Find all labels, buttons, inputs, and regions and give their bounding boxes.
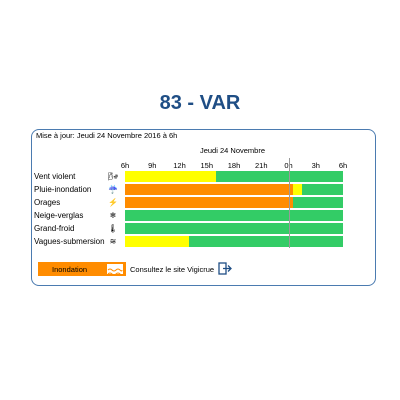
thermometer-icon: 🌡 xyxy=(107,223,119,233)
time-tick: 3h xyxy=(311,161,320,170)
vigicrue-link[interactable]: Consultez le site Vigicrue xyxy=(130,265,215,274)
vigilance-segment-green xyxy=(302,184,343,195)
row-label: Grand-froid xyxy=(34,224,75,233)
row-label: Pluie-inondation xyxy=(34,185,92,194)
wind-icon: 🌬 xyxy=(107,171,119,181)
time-tick: 18h xyxy=(227,161,241,170)
row-label: Vagues-submersion xyxy=(34,237,105,246)
legend-label: Inondation xyxy=(52,265,88,274)
time-tick: 6h xyxy=(338,161,348,170)
time-tick: 9h xyxy=(148,161,157,170)
vigilance-segment-orange xyxy=(125,197,294,208)
legend-swatch xyxy=(38,262,126,276)
time-tick: 15h xyxy=(200,161,213,170)
lightning-icon: ⚡ xyxy=(108,197,118,207)
external-link-icon[interactable] xyxy=(218,262,232,275)
time-tick: 12h xyxy=(173,161,186,170)
midnight-divider xyxy=(289,158,290,248)
row-label: Vent violent xyxy=(34,172,76,181)
snowflake-icon: ❄ xyxy=(109,210,117,220)
row-label: Neige-verglas xyxy=(34,211,84,220)
flood-waves-icon xyxy=(106,263,124,276)
time-tick: 6h xyxy=(120,161,130,170)
time-tick: 0h xyxy=(284,161,293,170)
vigilance-segment-green xyxy=(125,223,343,234)
vigilance-panel xyxy=(31,129,376,286)
update-timestamp: Mise à jour: Jeudi 24 Novembre 2016 à 6h xyxy=(36,131,178,140)
vigilance-segment-green xyxy=(188,236,343,247)
vigilance-segment-yellow xyxy=(125,171,216,182)
page-title: 83 - VAR xyxy=(159,92,241,114)
vigilance-segment-green xyxy=(125,210,343,221)
vigilance-segment-yellow xyxy=(293,184,303,195)
rain-icon: ☔ xyxy=(108,184,118,194)
date-label: Jeudi 24 Novembre xyxy=(199,146,266,155)
waves-icon: ≋ xyxy=(109,236,117,246)
vigilance-segment-orange xyxy=(125,184,294,195)
time-tick: 21h xyxy=(254,161,268,170)
row-label: Orages xyxy=(34,198,61,207)
vigilance-segment-yellow xyxy=(125,236,189,247)
vigilance-segment-green xyxy=(293,197,343,208)
vigilance-segment-green xyxy=(215,171,343,182)
